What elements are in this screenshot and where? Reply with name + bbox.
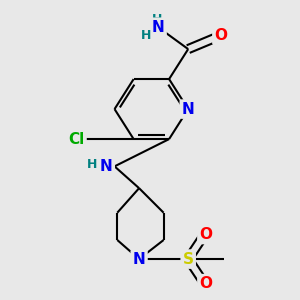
Text: N: N — [133, 252, 146, 267]
Text: N: N — [100, 159, 113, 174]
Text: H: H — [141, 29, 151, 42]
Text: S: S — [183, 252, 194, 267]
Text: O: O — [214, 28, 227, 43]
Text: H: H — [87, 158, 98, 172]
Text: N: N — [152, 20, 165, 35]
Text: Cl: Cl — [68, 132, 85, 147]
Text: O: O — [200, 227, 212, 242]
Text: H: H — [152, 13, 162, 26]
Text: O: O — [200, 276, 212, 291]
Text: N: N — [182, 102, 195, 117]
